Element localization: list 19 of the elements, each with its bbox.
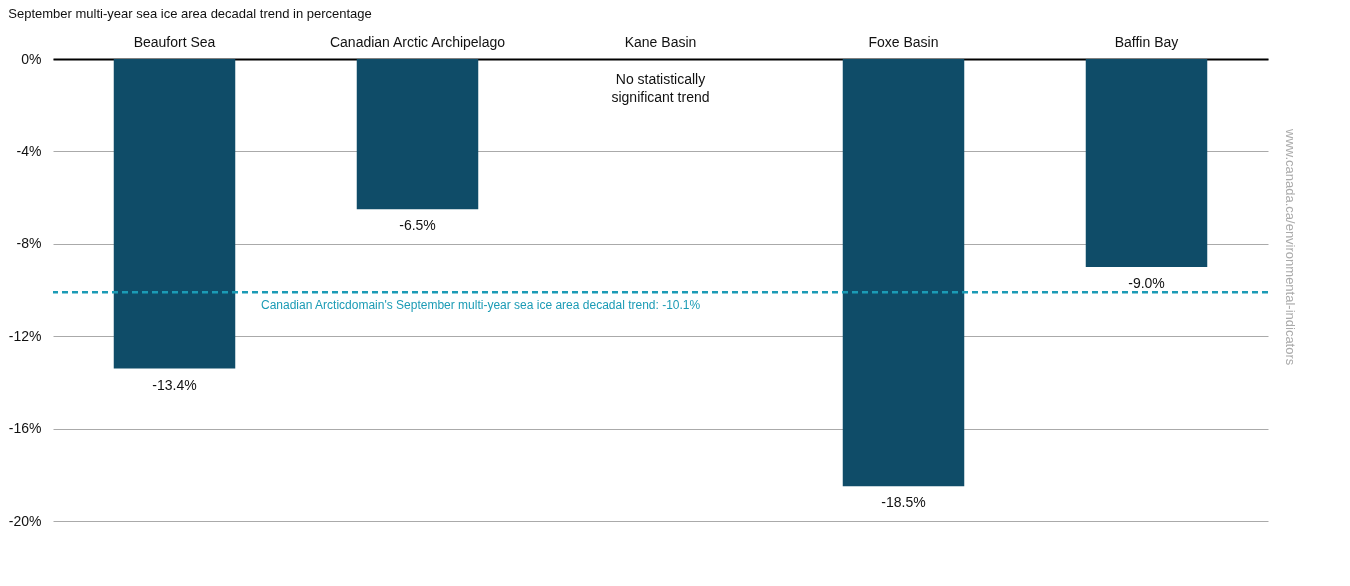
x-tick-label: Kane Basin: [624, 33, 697, 50]
ref-line-label: Canadian Arcticdomain's September multi-year sea ice area decadal trend: -10.1%: [261, 298, 701, 313]
y-tick-label: -12%: [8, 327, 42, 344]
data-label: -18.5%: [881, 494, 926, 511]
y-tick-label: -4%: [16, 142, 42, 159]
chart-title: September multi-year sea ice area decadal trend in percentage: [8, 6, 372, 21]
data-label: -6.5%: [399, 217, 436, 234]
text: www.canada.ca/environmental-indicators: [1283, 128, 1298, 366]
data-label: -9.0%: [1128, 274, 1165, 291]
annotation: No statistically significant trend: [611, 71, 710, 105]
y-tick-label: -16%: [8, 420, 42, 437]
x-tick-label: Canadian Arctic Archipelago: [329, 33, 506, 50]
data-label: -13.4%: [152, 376, 197, 393]
y-tick-label: -20%: [8, 512, 42, 529]
x-tick-label: Foxe Basin: [868, 33, 939, 50]
x-tick-label: Beaufort Sea: [133, 33, 216, 50]
y-tick-label: 0%: [21, 50, 42, 67]
y-tick-label: -8%: [16, 235, 42, 252]
x-tick-label: Baffin Bay: [1114, 33, 1179, 50]
